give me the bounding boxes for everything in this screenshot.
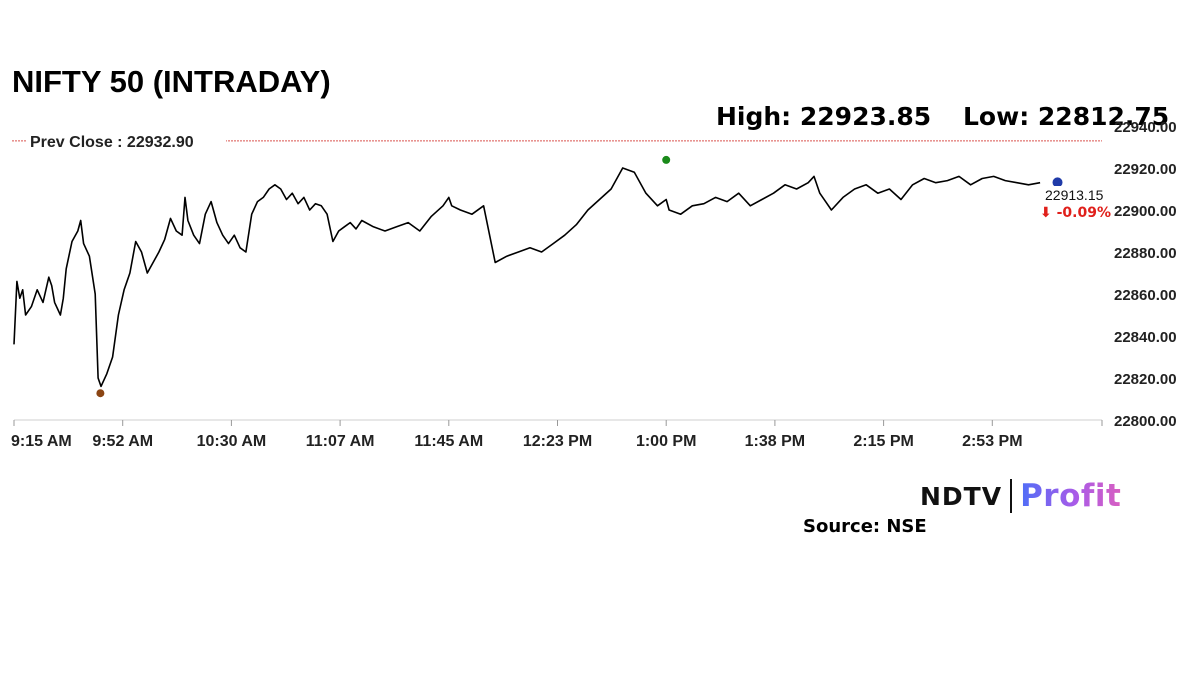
x-tick-label: 12:23 PM — [523, 433, 592, 450]
y-tick-label: 22920.00 — [1114, 161, 1177, 178]
last-price-label-bg — [1040, 186, 1102, 220]
x-axis-ticks: 9:15 AM 9:52 AM 10:30 AM 11:07 AM 11:45 AM 12… — [11, 420, 1103, 450]
chart-title: NIFTY 50 (INTRADAY) — [12, 64, 331, 99]
low-value: Low: 22812.75 — [963, 102, 1170, 131]
logo-divider — [1010, 479, 1013, 513]
y-tick-label: 22840.00 — [1114, 329, 1177, 346]
last-price-marker — [1052, 177, 1063, 188]
y-tick-label: 22900.00 — [1114, 203, 1177, 220]
x-tick-label: 11:07 AM — [306, 433, 375, 450]
y-axis-ticks: 22800.00 22820.00 22840.00 22860.00 22880.00… — [1114, 119, 1177, 430]
y-tick-label: 22860.00 — [1114, 287, 1177, 304]
y-tick-label: 22820.00 — [1114, 371, 1177, 388]
ndtv-profit-logo: NDTV Profit — [920, 478, 1121, 514]
change-percent-label: ⬇ -0.09% — [1040, 205, 1111, 221]
x-tick-label: 2:15 PM — [853, 433, 913, 450]
series-line — [13, 167, 1041, 388]
high-marker — [662, 155, 671, 164]
x-tick-label: 9:15 AM — [11, 433, 72, 450]
last-price-label: 22913.15 — [1045, 187, 1104, 203]
x-tick-label: 2:53 PM — [962, 433, 1022, 450]
y-tick-label: 22880.00 — [1114, 245, 1177, 262]
prev-close-label: Prev Close : 22932.90 — [30, 134, 194, 151]
x-tick-label: 11:45 AM — [414, 433, 483, 450]
y-tick-label: 22940.00 — [1114, 119, 1177, 136]
x-tick-label: 1:38 PM — [745, 433, 805, 450]
x-tick-label: 9:52 AM — [92, 433, 153, 450]
low-marker — [96, 389, 105, 398]
x-tick-label: 10:30 AM — [197, 433, 267, 450]
logo-profit-text: Profit — [1020, 478, 1122, 514]
source-note: Source: NSE — [803, 516, 927, 537]
logo-ndtv-text: NDTV — [920, 481, 1003, 511]
prev-close-label-bg — [26, 130, 226, 151]
y-tick-label: 22800.00 — [1114, 413, 1177, 430]
x-tick-label: 1:00 PM — [636, 433, 696, 450]
high-value: High: 22923.85 — [716, 102, 932, 131]
